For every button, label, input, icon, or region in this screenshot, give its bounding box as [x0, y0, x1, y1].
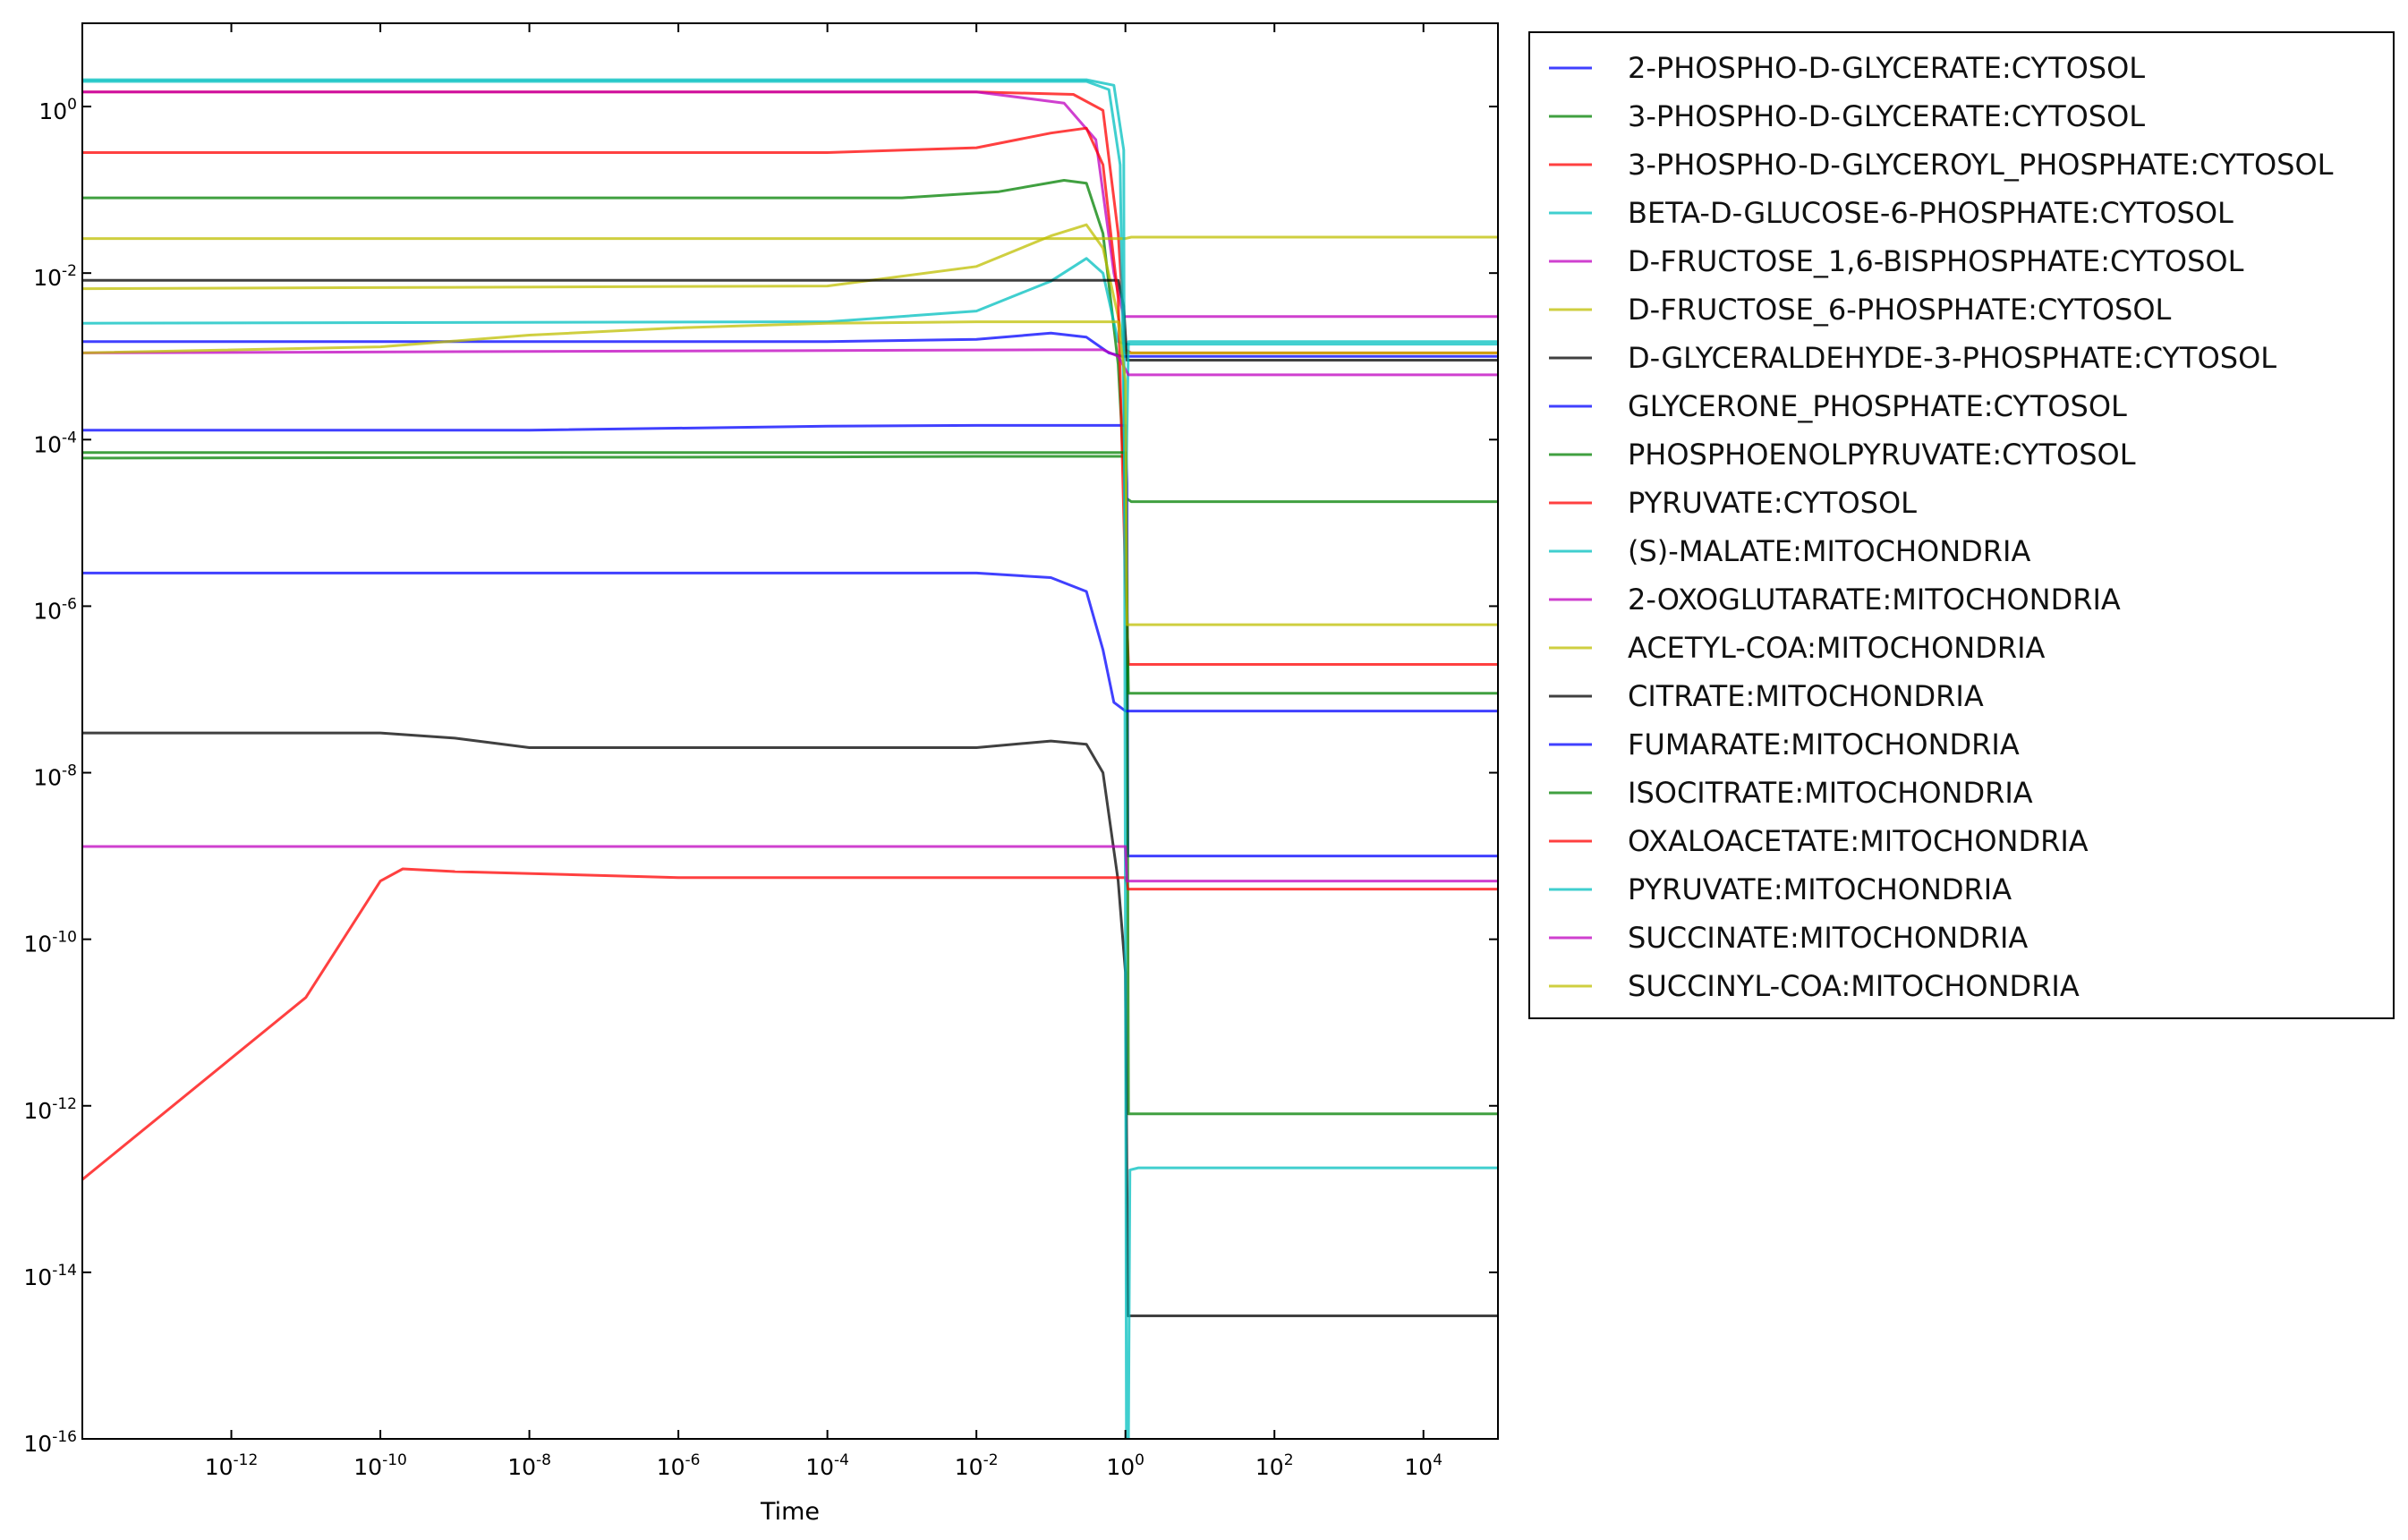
x-tick-label: 104 [1404, 1451, 1442, 1480]
y-tick-label: 10-8 [33, 762, 77, 791]
y-tick-label: 10-10 [23, 929, 77, 957]
legend-label: SUCCINYL-COA:MITOCHONDRIA [1628, 969, 2080, 1003]
y-tick-label: 10-2 [33, 262, 77, 291]
series-line-19 [82, 845, 1498, 883]
legend-label: 2-OXOGLUTARATE:MITOCHONDRIA [1628, 583, 2121, 617]
x-tick-label: 10-2 [955, 1451, 999, 1480]
x-tick-label: 100 [1106, 1451, 1144, 1480]
series-line-11 [82, 80, 1498, 524]
legend-label: CITRATE:MITOCHONDRIA [1628, 679, 1984, 713]
legend-label: PYRUVATE:MITOCHONDRIA [1628, 872, 2012, 906]
legend-label: GLYCERONE_PHOSPHATE:CYTOSOL [1628, 389, 2127, 423]
legend-label: D-FRUCTOSE_1,6-BISPHOSPHATE:CYTOSOL [1628, 244, 2244, 278]
legend-label: 3-PHOSPHO-D-GLYCERATE:CYTOSOL [1628, 99, 2145, 133]
legend-label: 3-PHOSPHO-D-GLYCEROYL_PHOSPHATE:CYTOSOL [1628, 148, 2334, 182]
series-line-15 [82, 571, 1498, 713]
legend-label: ISOCITRATE:MITOCHONDRIA [1628, 776, 2033, 810]
legend-frame [1528, 31, 2395, 1019]
y-tick-label: 10-14 [23, 1262, 77, 1290]
y-tick-label: 10-4 [33, 429, 77, 457]
legend-label: BETA-D-GLUCOSE-6-PHOSPHATE:CYTOSOL [1628, 196, 2234, 230]
legend-label: 2-PHOSPHO-D-GLYCERATE:CYTOSOL [1628, 51, 2145, 85]
series-line-14 [82, 731, 1498, 1317]
y-tick-label: 10-12 [23, 1095, 77, 1124]
y-tick-label: 10-16 [23, 1428, 77, 1457]
legend-label: PYRUVATE:CYTOSOL [1628, 486, 1917, 520]
series-lines [82, 78, 1498, 1439]
legend-label: SUCCINATE:MITOCHONDRIA [1628, 921, 2028, 955]
legend-label: FUMARATE:MITOCHONDRIA [1628, 727, 2020, 761]
x-tick-label: 10-6 [657, 1451, 701, 1480]
plot-area-frame [81, 22, 1499, 1440]
legend: 2-PHOSPHO-D-GLYCERATE:CYTOSOL 3-PHOSPHO-D… [1528, 31, 2395, 1019]
series-line-18 [82, 78, 1498, 1439]
x-axis-label: Time [760, 1498, 820, 1526]
legend-label: (S)-MALATE:MITOCHONDRIA [1628, 534, 2030, 568]
x-tick-label: 10-4 [805, 1451, 849, 1480]
x-tick-label: 10-8 [507, 1451, 551, 1480]
series-line-2 [82, 179, 1498, 504]
legend-label: OXALOACETATE:MITOCHONDRIA [1628, 824, 2089, 858]
series-line-13 [82, 235, 1498, 241]
y-tick-label: 10-6 [33, 595, 77, 624]
series-line-20 [82, 320, 1498, 626]
legend-label: PHOSPHOENOLPYRUVATE:CYTOSOL [1628, 438, 2136, 472]
legend-label: D-GLYCERALDEHYDE-3-PHOSPHATE:CYTOSOL [1628, 341, 2276, 375]
x-tick-label: 10-12 [205, 1451, 259, 1480]
x-tick-label: 102 [1255, 1451, 1294, 1480]
series-line-12 [82, 348, 1498, 377]
axis-ticks: 10-12 10-10 10-8 10-6 10-4 10-2 100 102 104 10-16… [23, 23, 1498, 1480]
legend-label: D-FRUCTOSE_6-PHOSPHATE:CYTOSOL [1628, 293, 2172, 327]
series-line-17 [82, 867, 1498, 1181]
y-tick-label: 100 [38, 96, 77, 124]
legend-label: ACETYL-COA:MITOCHONDRIA [1628, 631, 2046, 665]
series-line-5 [82, 90, 1498, 319]
x-tick-label: 10-10 [353, 1451, 407, 1480]
